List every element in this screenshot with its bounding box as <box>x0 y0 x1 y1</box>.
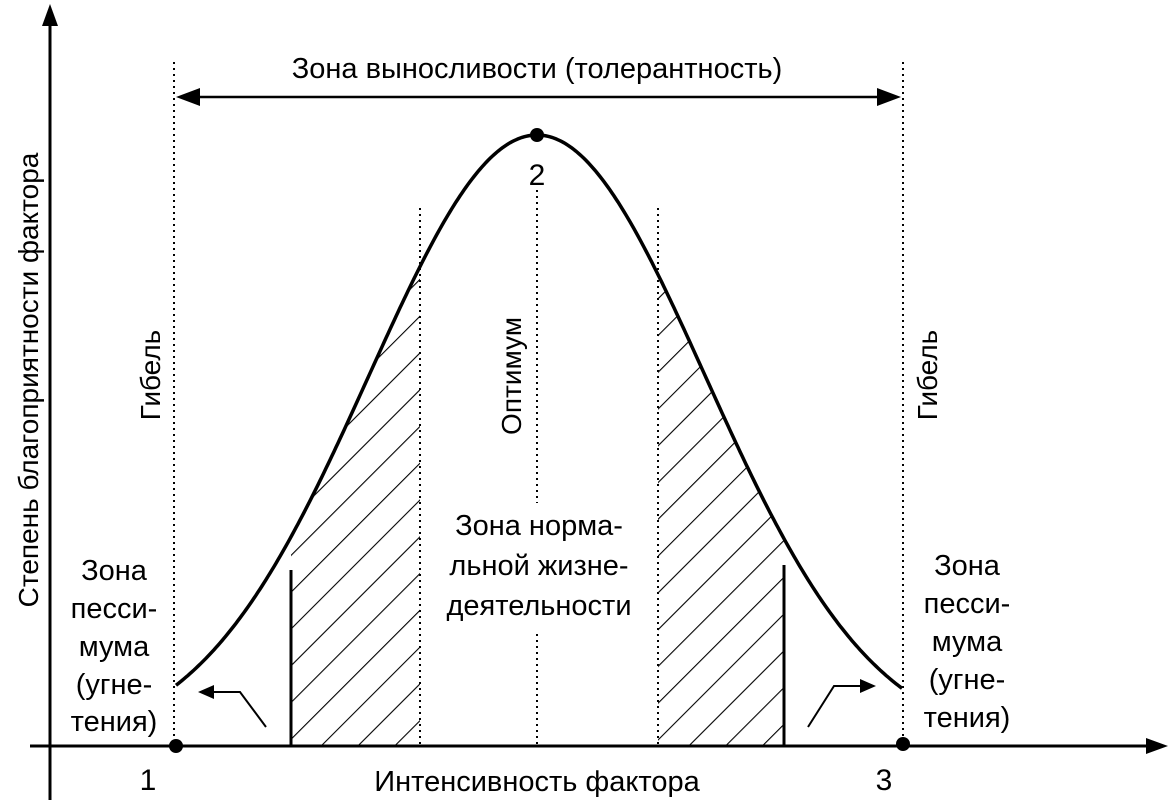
x-axis-label: Интенсивность фактора <box>374 766 700 798</box>
death-label-right: Гибель <box>912 330 943 421</box>
pessimum-right-line: песси- <box>924 588 1011 620</box>
tolerance-zone-arrow <box>176 88 901 106</box>
pessimum-left-line: тения) <box>71 706 158 738</box>
pessimum-zone-label-left: Зона песси- мума (угне- тения) <box>71 555 158 738</box>
normal-zone-line: льной жизне- <box>449 550 628 582</box>
death-label-left: Гибель <box>135 330 166 421</box>
pessimum-pointer-right <box>807 679 876 728</box>
hatched-zone-left <box>291 135 420 746</box>
normal-zone-label: Зона норма- льной жизне- деятельности <box>425 503 651 631</box>
x-axis <box>30 738 1168 754</box>
pessimum-left-line: Зона <box>81 555 148 587</box>
normal-zone-line: деятельности <box>446 590 631 622</box>
hatched-zone-right <box>658 135 784 746</box>
point-3-label: 3 <box>876 764 893 797</box>
pessimum-right-line: Зона <box>934 550 1001 582</box>
tolerance-zone-label: Зона выносливости (толерантность) <box>292 53 783 85</box>
pessimum-left-line: мума <box>79 631 150 663</box>
pessimum-right-line: тения) <box>924 702 1011 734</box>
point-2-marker <box>530 128 544 142</box>
point-3-marker <box>896 737 910 751</box>
pessimum-zone-label-right: Зона песси- мума (угне- тения) <box>924 550 1011 734</box>
y-axis <box>42 4 58 800</box>
point-2-label: 2 <box>529 159 546 192</box>
normal-zone-line: Зона норма- <box>455 510 623 542</box>
point-1-marker <box>169 739 183 753</box>
pessimum-left-line: песси- <box>71 593 158 625</box>
pessimum-left-line: (угне- <box>76 669 153 701</box>
point-1-label: 1 <box>140 764 157 797</box>
pessimum-right-line: (угне- <box>929 664 1006 696</box>
pessimum-right-line: мума <box>932 626 1003 658</box>
pessimum-pointer-left <box>198 685 267 728</box>
y-axis-label: Степень благоприятности фактора <box>13 152 44 607</box>
optimum-label: Оптимум <box>496 317 527 435</box>
